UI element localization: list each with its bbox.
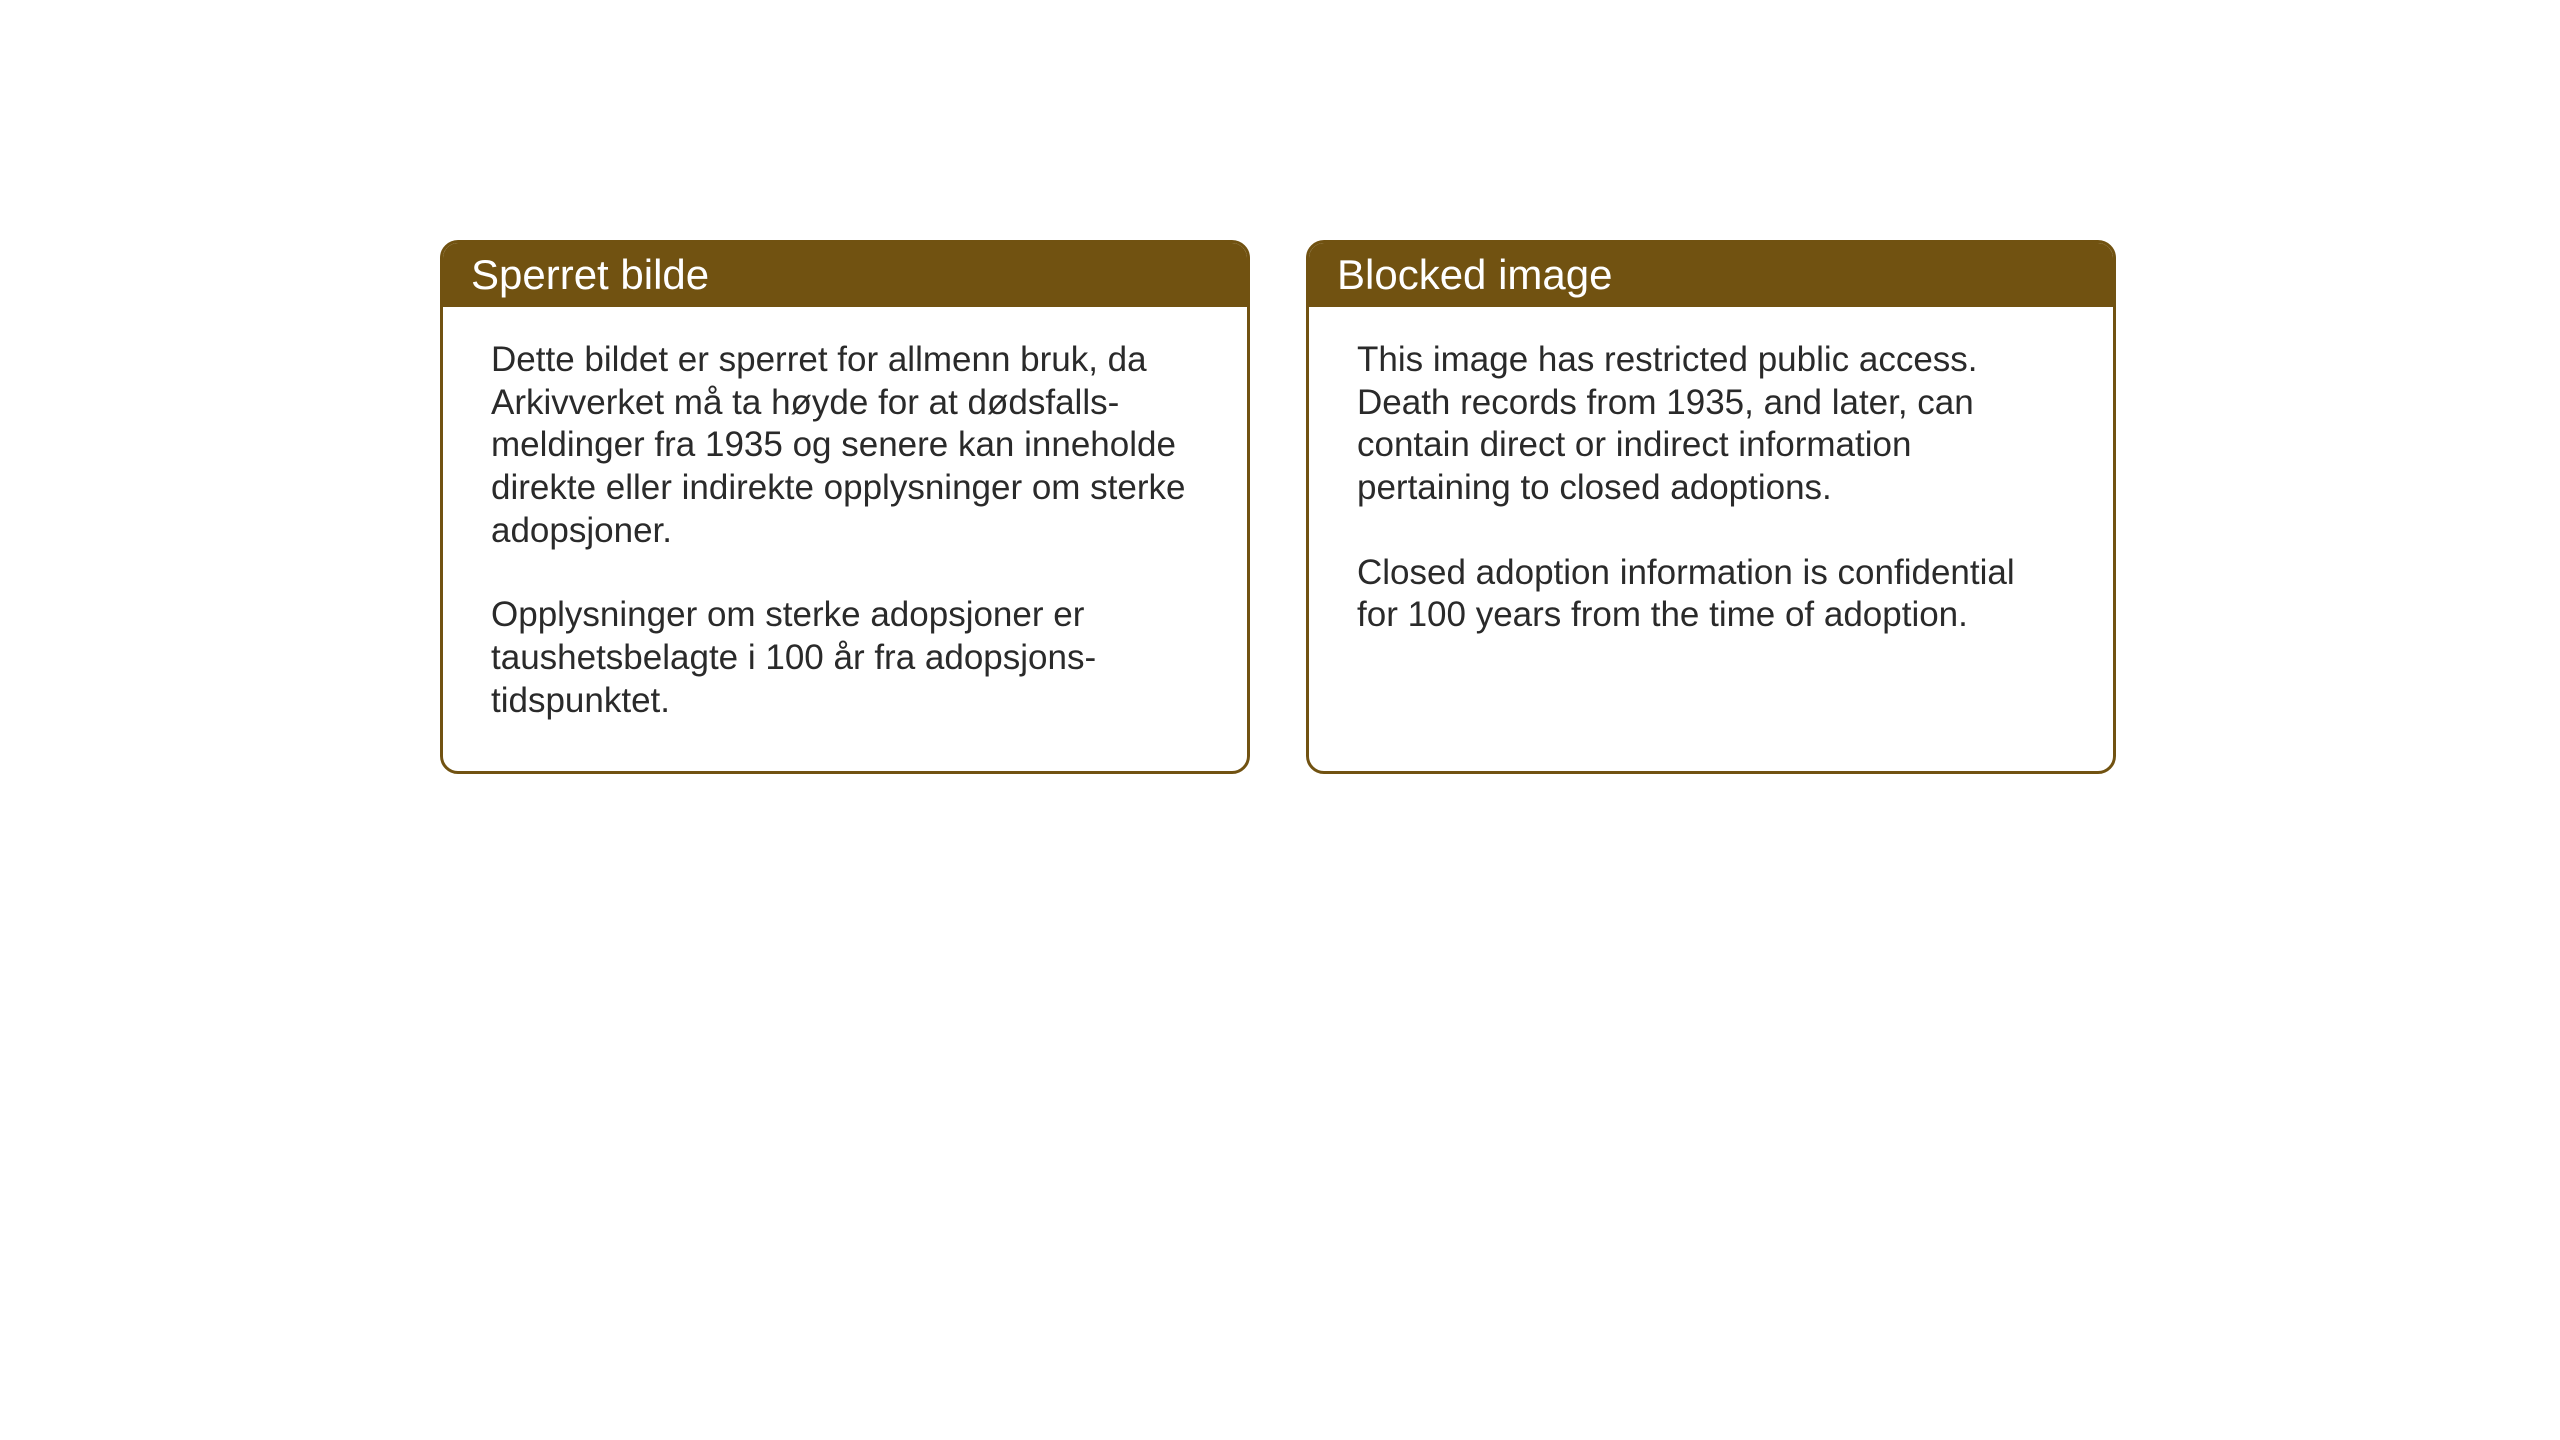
english-paragraph-2: Closed adoption information is confident… [1357, 552, 2065, 637]
norwegian-card-body: Dette bildet er sperret for allmenn bruk… [443, 307, 1247, 771]
english-card-body: This image has restricted public access.… [1309, 307, 2113, 747]
english-card-title: Blocked image [1309, 243, 2113, 307]
norwegian-paragraph-1: Dette bildet er sperret for allmenn bruk… [491, 339, 1199, 552]
norwegian-paragraph-2: Opplysninger om sterke adopsjoner er tau… [491, 594, 1199, 722]
english-notice-card: Blocked image This image has restricted … [1306, 240, 2116, 774]
norwegian-notice-card: Sperret bilde Dette bildet er sperret fo… [440, 240, 1250, 774]
notice-container: Sperret bilde Dette bildet er sperret fo… [440, 240, 2116, 774]
english-paragraph-1: This image has restricted public access.… [1357, 339, 2065, 510]
norwegian-card-title: Sperret bilde [443, 243, 1247, 307]
